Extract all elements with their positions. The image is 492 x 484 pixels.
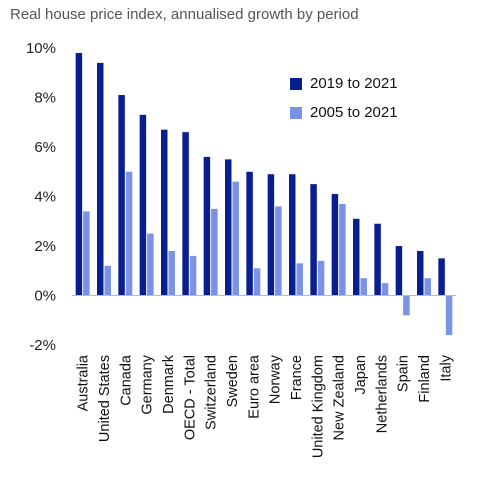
bar-series-1 — [395, 246, 403, 296]
bar-series-1 — [438, 258, 445, 296]
legend-label: 2005 to 2021 — [310, 104, 398, 121]
y-axis: -2% 0% 2% 4% 6% 8% 10% — [26, 40, 56, 354]
bar-series-2 — [168, 250, 175, 296]
bar-series-1 — [417, 250, 424, 296]
x-category-label: Canada — [118, 354, 134, 406]
legend: 2019 to 2021 2005 to 2021 — [290, 75, 398, 121]
bar-series-1 — [118, 95, 125, 296]
bar-series-2 — [104, 265, 111, 296]
x-category-label: OECD - Total — [182, 355, 198, 440]
x-category-label: Spain — [396, 355, 412, 392]
x-category-label: United Kingdom — [310, 355, 326, 458]
x-category-label: Sweden — [225, 355, 241, 407]
bar-series-2 — [211, 208, 218, 296]
y-tick-label: 6% — [34, 139, 56, 156]
x-category-label: United States — [97, 355, 113, 442]
bar-series-2 — [296, 263, 303, 296]
x-category-label: Finland — [417, 355, 433, 403]
bar-series-2 — [317, 260, 325, 296]
y-tick-label: 10% — [26, 40, 56, 57]
bar-series-1 — [289, 174, 296, 296]
legend-swatch — [290, 107, 302, 119]
legend-swatch — [290, 78, 302, 90]
bar-series-1 — [353, 218, 360, 296]
bar-series-2 — [147, 233, 154, 296]
bar-series-2 — [403, 295, 410, 316]
bar-series-2 — [424, 278, 431, 296]
bar-series-2 — [275, 206, 282, 296]
bar-series-2 — [232, 181, 239, 296]
bar-series-1 — [182, 132, 189, 296]
bar-series-1 — [225, 159, 232, 296]
bar-series-1 — [161, 129, 168, 296]
chart-title: Real house price index, annualised growt… — [10, 6, 359, 23]
x-category-label: Germany — [140, 354, 156, 414]
x-category-label: New Zealand — [332, 355, 348, 440]
bar-series-1 — [246, 171, 253, 296]
x-category-label: Netherlands — [374, 355, 390, 433]
bar-series-1 — [374, 223, 381, 296]
bar-series-1 — [310, 184, 317, 296]
y-tick-label: 8% — [34, 90, 56, 107]
bar-series-2 — [125, 171, 133, 296]
x-axis: Australia United States Canada Germany Denma… — [76, 354, 455, 458]
x-category-label: Norway — [268, 354, 284, 404]
bar-series-1 — [139, 114, 147, 296]
x-category-label: Switzerland — [204, 355, 220, 430]
x-category-label: Italy — [438, 354, 454, 381]
bar-series-1 — [203, 156, 211, 296]
x-category-label: Japan — [353, 355, 369, 395]
y-tick-label: -2% — [29, 337, 56, 354]
x-category-label: Australia — [76, 354, 92, 411]
bar-series-1 — [331, 194, 339, 296]
bar-series-1 — [267, 174, 275, 296]
bar-series-2 — [253, 268, 261, 296]
bar-series-1 — [75, 52, 83, 296]
y-tick-label: 4% — [34, 189, 56, 206]
bars — [75, 52, 453, 336]
bar-series-2 — [189, 255, 197, 296]
bar-series-1 — [97, 62, 104, 296]
y-tick-label: 0% — [34, 288, 56, 305]
x-category-label: Denmark — [161, 354, 177, 414]
bar-series-2 — [339, 203, 346, 296]
bar-series-2 — [445, 295, 453, 336]
x-category-label: Euro area — [246, 354, 262, 419]
bar-series-2 — [360, 278, 367, 296]
x-category-label: France — [289, 355, 305, 400]
legend-label: 2019 to 2021 — [310, 75, 398, 92]
bar-series-2 — [83, 211, 90, 296]
y-tick-label: 2% — [34, 238, 56, 255]
bar-series-2 — [381, 283, 389, 296]
